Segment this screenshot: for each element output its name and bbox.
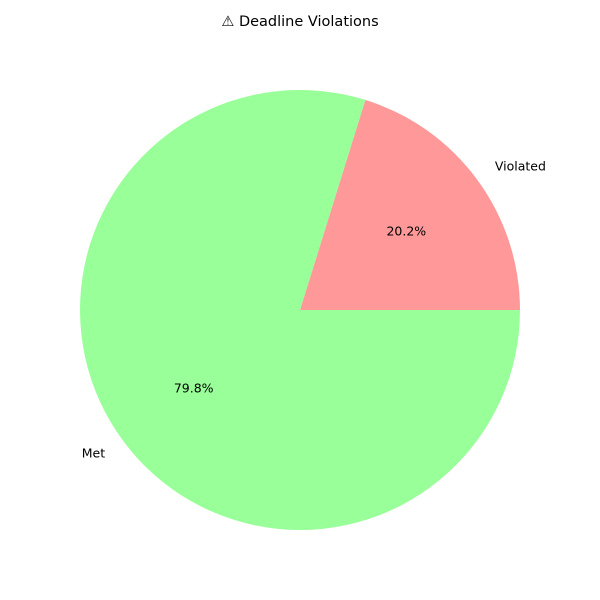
slice-percent-violated: 20.2% xyxy=(386,224,426,239)
slice-percent-met: 79.8% xyxy=(174,380,214,395)
chart-title: ⚠ Deadline Violations xyxy=(221,14,378,30)
pie-slice-met xyxy=(79,90,521,530)
pie-labels: Violated 20.2% Met 79.8% xyxy=(82,159,546,461)
pie-slice-violated xyxy=(300,99,520,310)
pie-slices xyxy=(79,90,521,530)
slice-label-violated: Violated xyxy=(495,159,546,174)
slice-label-met: Met xyxy=(82,445,105,460)
